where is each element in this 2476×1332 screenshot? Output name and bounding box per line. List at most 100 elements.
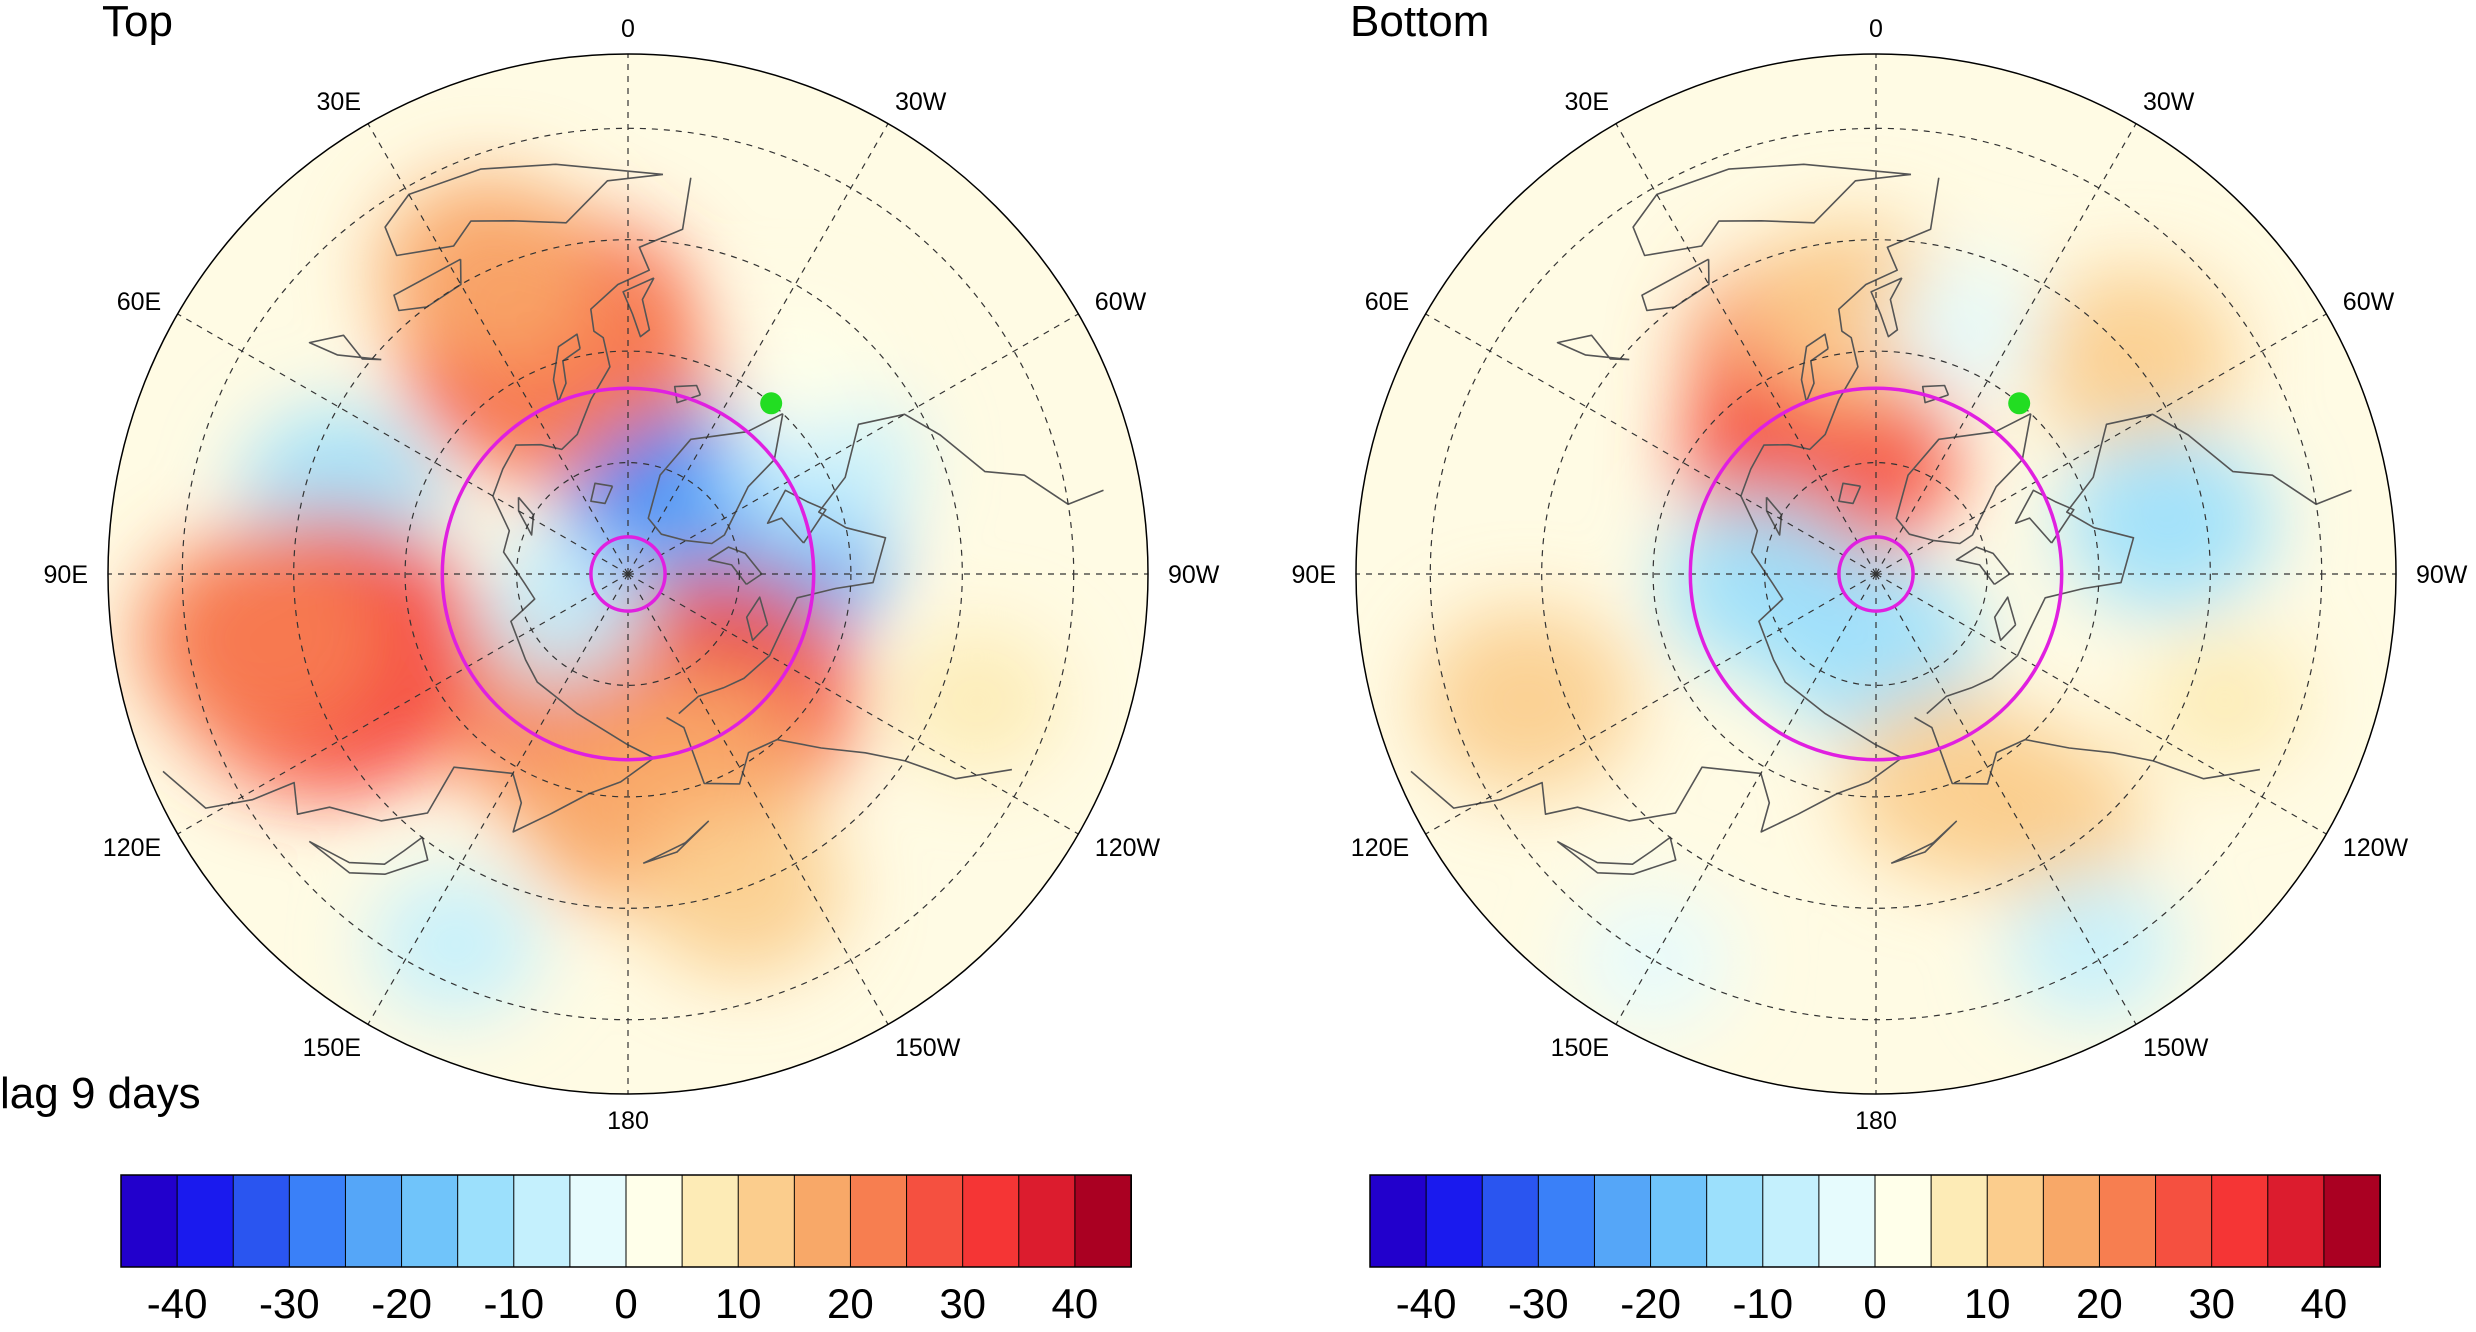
coastline-top-2: [647, 412, 784, 545]
colorbar-swatch: [1874, 1174, 1933, 1268]
coastline-top-14: [766, 489, 827, 544]
coastline-top-8: [162, 744, 655, 833]
colorbar-swatch: [2267, 1174, 2325, 1268]
colorbar-tick-label: -40: [1396, 1280, 1457, 1327]
colorbar-swatch: [2155, 1174, 2213, 1268]
colorbar-swatch: [457, 1174, 515, 1268]
colorbar-swatch: [2098, 1174, 2157, 1268]
colorbar-swatch: [1650, 1174, 1708, 1268]
colorbar-swatch: [288, 1174, 347, 1268]
map-panel-bottom: Bottom 0 30W 60W 90W 120W 150W 180 150E 120E 90E 6…: [1292, 0, 2468, 1135]
coastline-top-4: [492, 177, 692, 746]
meridian-120E-bottom: [1425, 573, 1877, 835]
anomaly-blob-bottom-12: [2005, 872, 2177, 1022]
meridian-30E-top: [367, 123, 629, 575]
colorbar-swatch: [793, 1174, 852, 1268]
parallel-60-bottom: [1652, 350, 2100, 798]
colorbar-tick-label: -10: [483, 1280, 544, 1327]
ring-65n-bottom: [1688, 386, 2064, 762]
lon-label-top: 60W: [1095, 288, 1147, 316]
anomaly-blob-top-16: [715, 305, 876, 445]
coastline-bottom-0: [1914, 716, 2261, 785]
colorbar-tick-label: 10: [1964, 1280, 2011, 1327]
anomaly-blob-bottom-3: [2027, 267, 2237, 451]
colorbar-tick-label: 10: [715, 1280, 762, 1327]
coastline-top-5: [622, 277, 655, 338]
map-panel-top: Top 0 30W 60W 90W 120W 150W 180 150E 120E 90E 60E 3…: [44, 0, 1220, 1135]
coastline-top-6: [552, 333, 581, 403]
lon-label-top: 120W: [1095, 834, 1161, 862]
coastline-bottom-1: [1926, 413, 2352, 715]
colorbar-tick-label: 30: [939, 1280, 986, 1327]
colorbar-tick-label: 0: [1863, 1280, 1886, 1327]
coastline-bottom-10: [1838, 482, 1862, 505]
colorbar-frame: [1369, 1174, 2381, 1268]
colorbar-tick-label: -20: [1620, 1280, 1681, 1327]
meridian-150E-bottom: [1615, 573, 1877, 1025]
lon-label-bottom: 90W: [2416, 561, 2468, 589]
colorbar-tick-label: 30: [2188, 1280, 2235, 1327]
coastline-bottom-6: [1800, 333, 1829, 403]
coastline-bottom-7: [1632, 163, 1912, 257]
colorbar-swatch: [1986, 1174, 2045, 1268]
colorbar-tick-label: 20: [2076, 1280, 2123, 1327]
anomaly-blob-top-8: [138, 530, 387, 747]
colorbar-swatch: [1425, 1174, 1484, 1268]
anomaly-blob-bottom-10: [1949, 733, 2143, 902]
colorbar-right: -40 -30 -20 -10 0 10 20 30 40: [1369, 1174, 2381, 1327]
colorbar-tick-label: -40: [147, 1280, 208, 1327]
coastline-bottom-15: [1641, 258, 1710, 312]
meridian-120W-top: [627, 573, 1079, 835]
colorbar-swatch: [849, 1174, 908, 1268]
meridian-150W-top: [627, 573, 889, 1025]
colorbar-swatch: [1537, 1174, 1596, 1268]
colorbar-tick-label: 0: [614, 1280, 637, 1327]
anomaly-field-bottom: [1419, 221, 2308, 1030]
coastline-bottom-16: [1556, 334, 1630, 361]
map-border-bottom: [1355, 53, 2397, 1095]
station-marker-top: [760, 392, 783, 415]
lon-label-bottom: 60E: [1365, 288, 1409, 316]
lon-label-top: 120E: [103, 834, 161, 862]
colorbar-swatch: [569, 1174, 628, 1268]
lon-label-bottom: 30E: [1565, 88, 1609, 116]
colorbar-swatch: [1706, 1174, 1764, 1268]
colorbar-swatch: [232, 1174, 291, 1268]
lon-label-top: 90W: [1168, 561, 1220, 589]
colorbar-swatch: [962, 1174, 1020, 1268]
lon-label-bottom: 60W: [2343, 288, 2395, 316]
parallel-45-top: [293, 239, 963, 909]
coastline-bottom-2: [1895, 412, 2032, 545]
colorbar-swatch: [625, 1174, 684, 1268]
ring-85n-bottom: [1837, 535, 1915, 613]
anomaly-blob-top-14: [369, 869, 541, 1019]
highlight-rings-top: [440, 386, 816, 762]
coastline-bottom-11: [1765, 496, 1783, 536]
coastline-bottom-4: [1740, 177, 1940, 746]
meridian-120E-top: [177, 573, 629, 835]
colorbar-tick-label: -30: [1508, 1280, 1569, 1327]
lon-label-bottom: 120W: [2343, 834, 2409, 862]
coastline-top-17: [642, 820, 710, 865]
anomaly-blob-bottom-8: [1419, 607, 1635, 795]
lon-label-bottom: 180: [1855, 1107, 1897, 1135]
coastline-bottom-13: [1993, 596, 2017, 642]
colorbar-swatch: [2042, 1174, 2101, 1268]
lon-label-bottom: 90E: [1292, 561, 1336, 589]
colorbar-swatch: [1369, 1174, 1428, 1268]
colorbar-swatch: [1018, 1174, 1076, 1268]
coastline-bottom-5: [1870, 277, 1903, 338]
colorbar-tick-label: 40: [1052, 1280, 1099, 1327]
meridian-60E-top: [177, 313, 629, 575]
colorbar-swatch: [1930, 1174, 1989, 1268]
lon-label-bottom: 30W: [2143, 88, 2195, 116]
anomaly-blob-top-15: [891, 626, 1063, 776]
colorbar-swatch: [401, 1174, 459, 1268]
coastline-top-11: [517, 496, 535, 536]
colorbar-swatch: [1818, 1174, 1877, 1268]
lon-label-top: 150W: [895, 1034, 961, 1062]
colorbar-tick-label: 20: [827, 1280, 874, 1327]
colorbar-swatch: [1074, 1174, 1133, 1268]
coastline-top-0: [666, 716, 1013, 785]
